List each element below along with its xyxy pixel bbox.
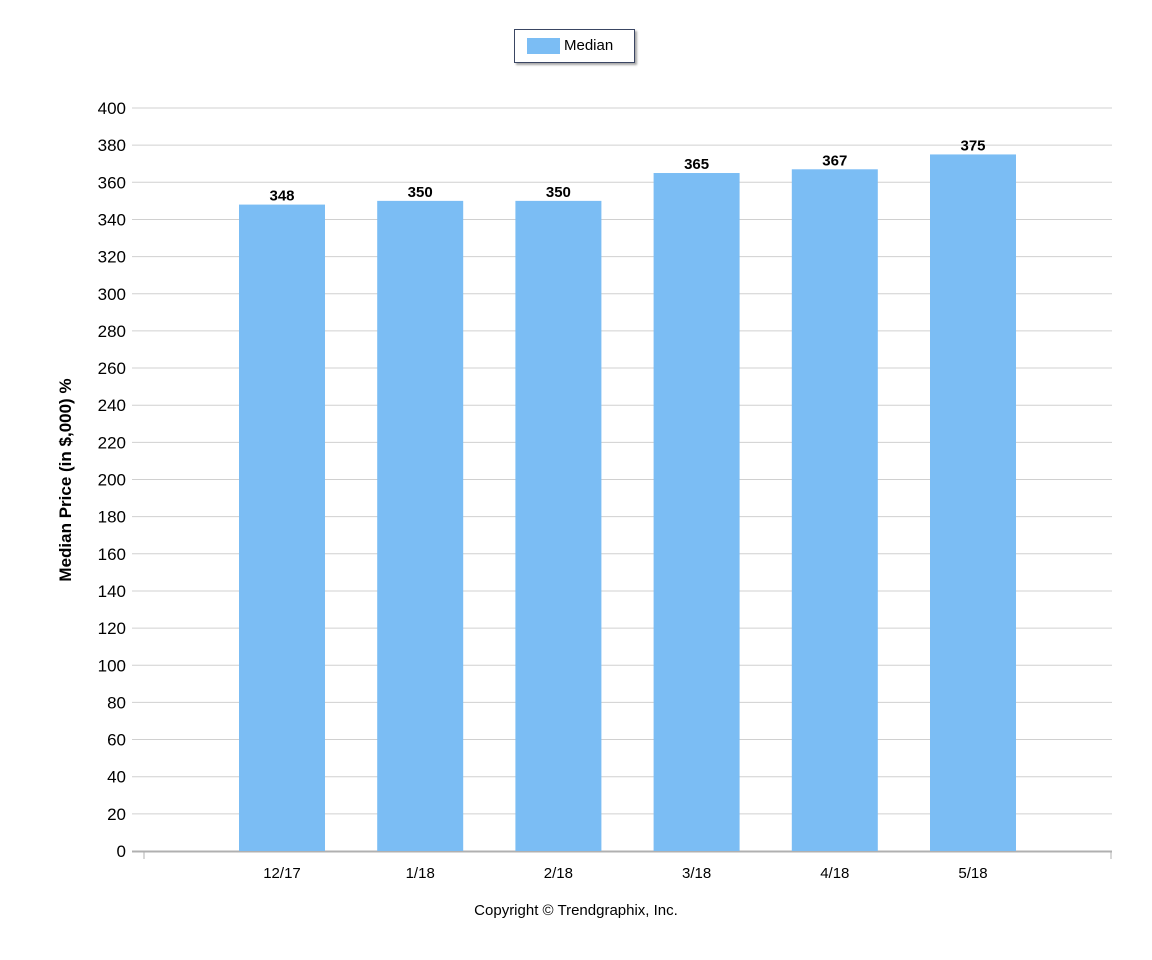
y-tick-label: 0	[117, 842, 126, 861]
y-tick-label: 260	[98, 359, 126, 378]
data-label: 348	[269, 188, 294, 205]
y-tick-label: 80	[107, 693, 126, 712]
legend-label-median: Median	[564, 37, 614, 54]
x-tick-labels: 12/17 1/18 2/18 3/18 4/18 5/18	[263, 865, 987, 882]
bar	[515, 200, 602, 851]
x-tick-label: 4/18	[820, 865, 849, 882]
y-tick-label: 120	[98, 619, 126, 638]
bars	[239, 154, 1016, 852]
y-tick-label: 340	[98, 210, 126, 229]
y-tick-label: 300	[98, 285, 126, 304]
y-tick-label: 320	[98, 248, 126, 267]
y-tick-label: 200	[98, 471, 126, 490]
bar	[791, 169, 878, 852]
y-tick-label: 140	[98, 582, 126, 601]
y-tick-label: 100	[98, 656, 126, 675]
y-tick-label: 40	[107, 768, 126, 787]
x-tick-label: 3/18	[682, 865, 711, 882]
bar	[239, 204, 325, 852]
bar	[377, 200, 464, 851]
y-axis-title: Median Price (in $,000) %	[56, 378, 75, 582]
x-tick-label: 12/17	[263, 865, 301, 882]
y-tick-label: 380	[98, 136, 126, 155]
y-tick-label: 60	[107, 731, 126, 750]
legend[interactable]: Median	[514, 29, 635, 63]
data-label: 350	[408, 184, 433, 201]
y-tick-label: 360	[98, 173, 126, 192]
x-axis	[132, 850, 1112, 859]
y-tick-label: 280	[98, 322, 126, 341]
y-tick-label: 220	[98, 433, 126, 452]
y-tick-label: 180	[98, 508, 126, 527]
y-tick-label: 160	[98, 545, 126, 564]
x-tick-label: 5/18	[958, 865, 987, 882]
data-label: 367	[822, 152, 847, 169]
legend-swatch-median	[527, 38, 560, 54]
x-tick-label: 2/18	[544, 865, 573, 882]
data-label: 365	[684, 156, 709, 173]
data-labels: 348 350 350 365 367 375	[269, 137, 985, 204]
x-tick-label: 1/18	[406, 865, 435, 882]
copyright-text: Copyright © Trendgraphix, Inc.	[474, 902, 678, 919]
y-tick-label: 400	[98, 99, 126, 118]
data-label: 375	[960, 137, 985, 154]
y-tick-label: 20	[107, 805, 126, 824]
bar	[653, 173, 740, 851]
y-tick-labels: 0 20 40 60 80 100 120 140 160 180 200 220 240 260 280 3…	[98, 99, 126, 861]
data-label: 350	[546, 184, 571, 201]
bar	[930, 154, 1016, 851]
y-tick-label: 240	[98, 396, 126, 415]
